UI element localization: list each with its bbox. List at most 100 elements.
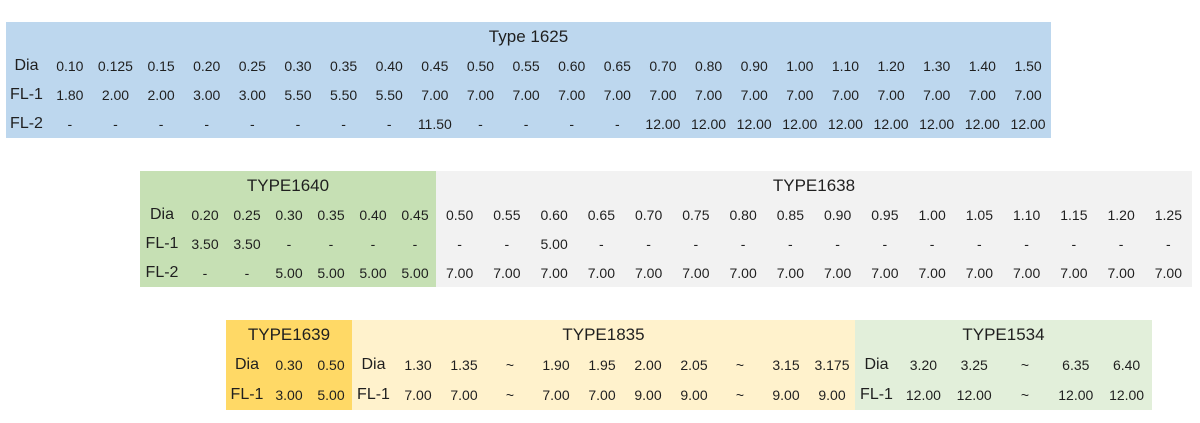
fl1-value: - <box>457 235 462 252</box>
fl2-value: 7.00 <box>965 264 993 281</box>
fl2-value: 5.00 <box>317 264 345 281</box>
type1638-table: TYPE1638 0.50 0.55 0.60 0.65 0.70 0.75 0… <box>436 171 1192 287</box>
fl1-value: 1.80 <box>56 86 84 103</box>
dia-value: ~ <box>1020 357 1030 373</box>
fl1-value: 7.00 <box>740 86 768 103</box>
type1534-fl1-row: FL-1 12.00 12.00 ~ 12.00 12.00 <box>855 380 1152 410</box>
fl1-value: - <box>693 235 699 252</box>
dia-value: 1.00 <box>918 206 946 223</box>
type1625-table: Type 1625 Dia 0.10 0.125 0.15 0.20 0.25 … <box>6 22 1051 138</box>
fl1-value: 7.00 <box>694 86 723 103</box>
type1640-dia-row: Dia 0.20 0.25 0.30 0.35 0.40 0.45 <box>140 200 436 229</box>
fl2-value: 7.00 <box>918 264 946 281</box>
fl2-value: - <box>67 115 73 132</box>
type1625-fl1-label: FL-1 <box>10 85 43 103</box>
fl2-value: - <box>204 115 210 132</box>
fl2-value: 12.00 <box>873 115 909 132</box>
fl2-value: 12.00 <box>827 115 863 132</box>
dia-value: 3.15 <box>772 357 800 373</box>
fl2-value: 7.00 <box>1060 264 1088 281</box>
type1625-dia-row: Dia 0.10 0.125 0.15 0.20 0.25 0.30 0.35 … <box>6 51 1051 80</box>
type1640-table: TYPE1640 Dia 0.20 0.25 0.30 0.35 0.40 0.… <box>140 171 436 287</box>
dia-value: 0.10 <box>56 57 84 74</box>
type1835-fl1-label: FL-1 <box>357 386 390 403</box>
fl1-value: 7.00 <box>968 86 996 103</box>
fl1-value: 3.50 <box>191 235 219 252</box>
type1534-title: TYPE1534 <box>962 325 1045 344</box>
dia-value: 1.90 <box>542 357 570 373</box>
type1835-dia-label: Dia <box>361 356 386 373</box>
fl1-value: 3.00 <box>275 387 303 403</box>
type1625-fl1-row: FL-1 1.80 2.00 2.00 3.00 3.00 5.50 5.50 … <box>6 80 1051 109</box>
fl1-value: 7.00 <box>588 387 616 403</box>
dia-value: 0.40 <box>359 206 387 223</box>
dia-value: 1.20 <box>1107 206 1135 223</box>
fl2-value: 7.00 <box>446 264 474 281</box>
fl1-value: 7.00 <box>404 387 432 403</box>
type1638-fl1-row: - - 5.00 - - - - - - - - - - - - - <box>436 229 1192 258</box>
type1640-fl2-row: FL-2 - - 5.00 5.00 5.00 5.00 <box>140 258 436 287</box>
dia-value: 0.35 <box>317 206 345 223</box>
fl2-value: - <box>158 115 164 132</box>
fl1-value: ~ <box>735 387 745 403</box>
dia-value: 0.30 <box>275 206 303 223</box>
fl1-value: - <box>1024 235 1029 252</box>
dia-value: 0.60 <box>558 57 586 74</box>
dia-value: 0.30 <box>284 57 312 74</box>
fl1-value: 5.00 <box>317 387 345 403</box>
type1639-dia-row: Dia 0.30 0.50 <box>226 350 352 380</box>
dia-value: 1.25 <box>1154 206 1182 223</box>
type1640-dia-label: Dia <box>149 205 174 223</box>
dia-value: 1.00 <box>786 57 814 74</box>
type1534-table: TYPE1534 Dia 3.20 3.25 ~ 6.35 6.40 FL-1 … <box>855 320 1152 410</box>
dia-value: 0.45 <box>421 57 449 74</box>
fl2-value: - <box>386 115 392 132</box>
fl1-value: 7.00 <box>421 86 449 103</box>
fl1-value: ~ <box>1020 387 1030 403</box>
fl1-value: 5.50 <box>375 86 403 103</box>
fl1-value: 7.00 <box>1014 86 1042 103</box>
dia-value: 6.40 <box>1112 357 1141 373</box>
dia-value: 0.70 <box>635 206 663 223</box>
fl2-value: - <box>202 264 208 281</box>
fl1-value: - <box>370 235 376 252</box>
dia-value: 2.00 <box>634 357 662 373</box>
fl2-value: 5.00 <box>401 264 429 281</box>
fl1-value: 9.00 <box>772 387 800 403</box>
dia-value: 1.95 <box>588 357 616 373</box>
type1640-fl2-label: FL-2 <box>145 263 179 281</box>
type1638-title: TYPE1638 <box>772 175 856 195</box>
fl2-value: 7.00 <box>824 264 852 281</box>
fl2-value: 5.00 <box>359 264 387 281</box>
dia-value: 0.75 <box>682 206 710 223</box>
fl1-value: - <box>504 235 510 252</box>
type1640-fl1-label: FL-1 <box>145 234 179 252</box>
fl2-value: - <box>295 115 301 132</box>
fl1-value: - <box>286 235 292 252</box>
fl2-value: 7.00 <box>635 264 663 281</box>
fl2-value: 12.00 <box>782 115 818 132</box>
dia-value: 0.25 <box>233 206 261 223</box>
type1638-fl2-row: 7.00 7.00 7.00 7.00 7.00 7.00 7.00 7.00 … <box>436 258 1192 287</box>
fl2-value: 11.50 <box>417 115 452 132</box>
fl2-value: 12.00 <box>691 115 727 132</box>
fl1-value: - <box>599 235 604 252</box>
dia-value: 0.65 <box>587 206 615 223</box>
fl2-value: 12.00 <box>919 115 955 132</box>
dia-value: 0.50 <box>317 357 345 373</box>
fl1-value: 2.00 <box>147 86 175 103</box>
fl1-value: 7.00 <box>923 86 951 103</box>
type1639-fl1-label: FL-1 <box>230 386 264 403</box>
type1835-title: TYPE1835 <box>562 325 645 344</box>
fl1-value: 12.00 <box>1109 387 1145 403</box>
dia-value: 0.90 <box>740 57 768 74</box>
fl1-value: 7.00 <box>649 86 677 103</box>
dia-value: 0.20 <box>193 57 221 74</box>
fl2-value: - <box>478 115 483 132</box>
dia-value: 6.35 <box>1062 357 1090 373</box>
type1639-fl1-row: FL-1 3.00 5.00 <box>226 380 352 410</box>
type1534-dia-row: Dia 3.20 3.25 ~ 6.35 6.40 <box>855 350 1152 380</box>
dia-value: 1.50 <box>1014 57 1042 74</box>
fl2-value: - <box>249 115 255 132</box>
fl2-value: 7.00 <box>1154 264 1182 281</box>
